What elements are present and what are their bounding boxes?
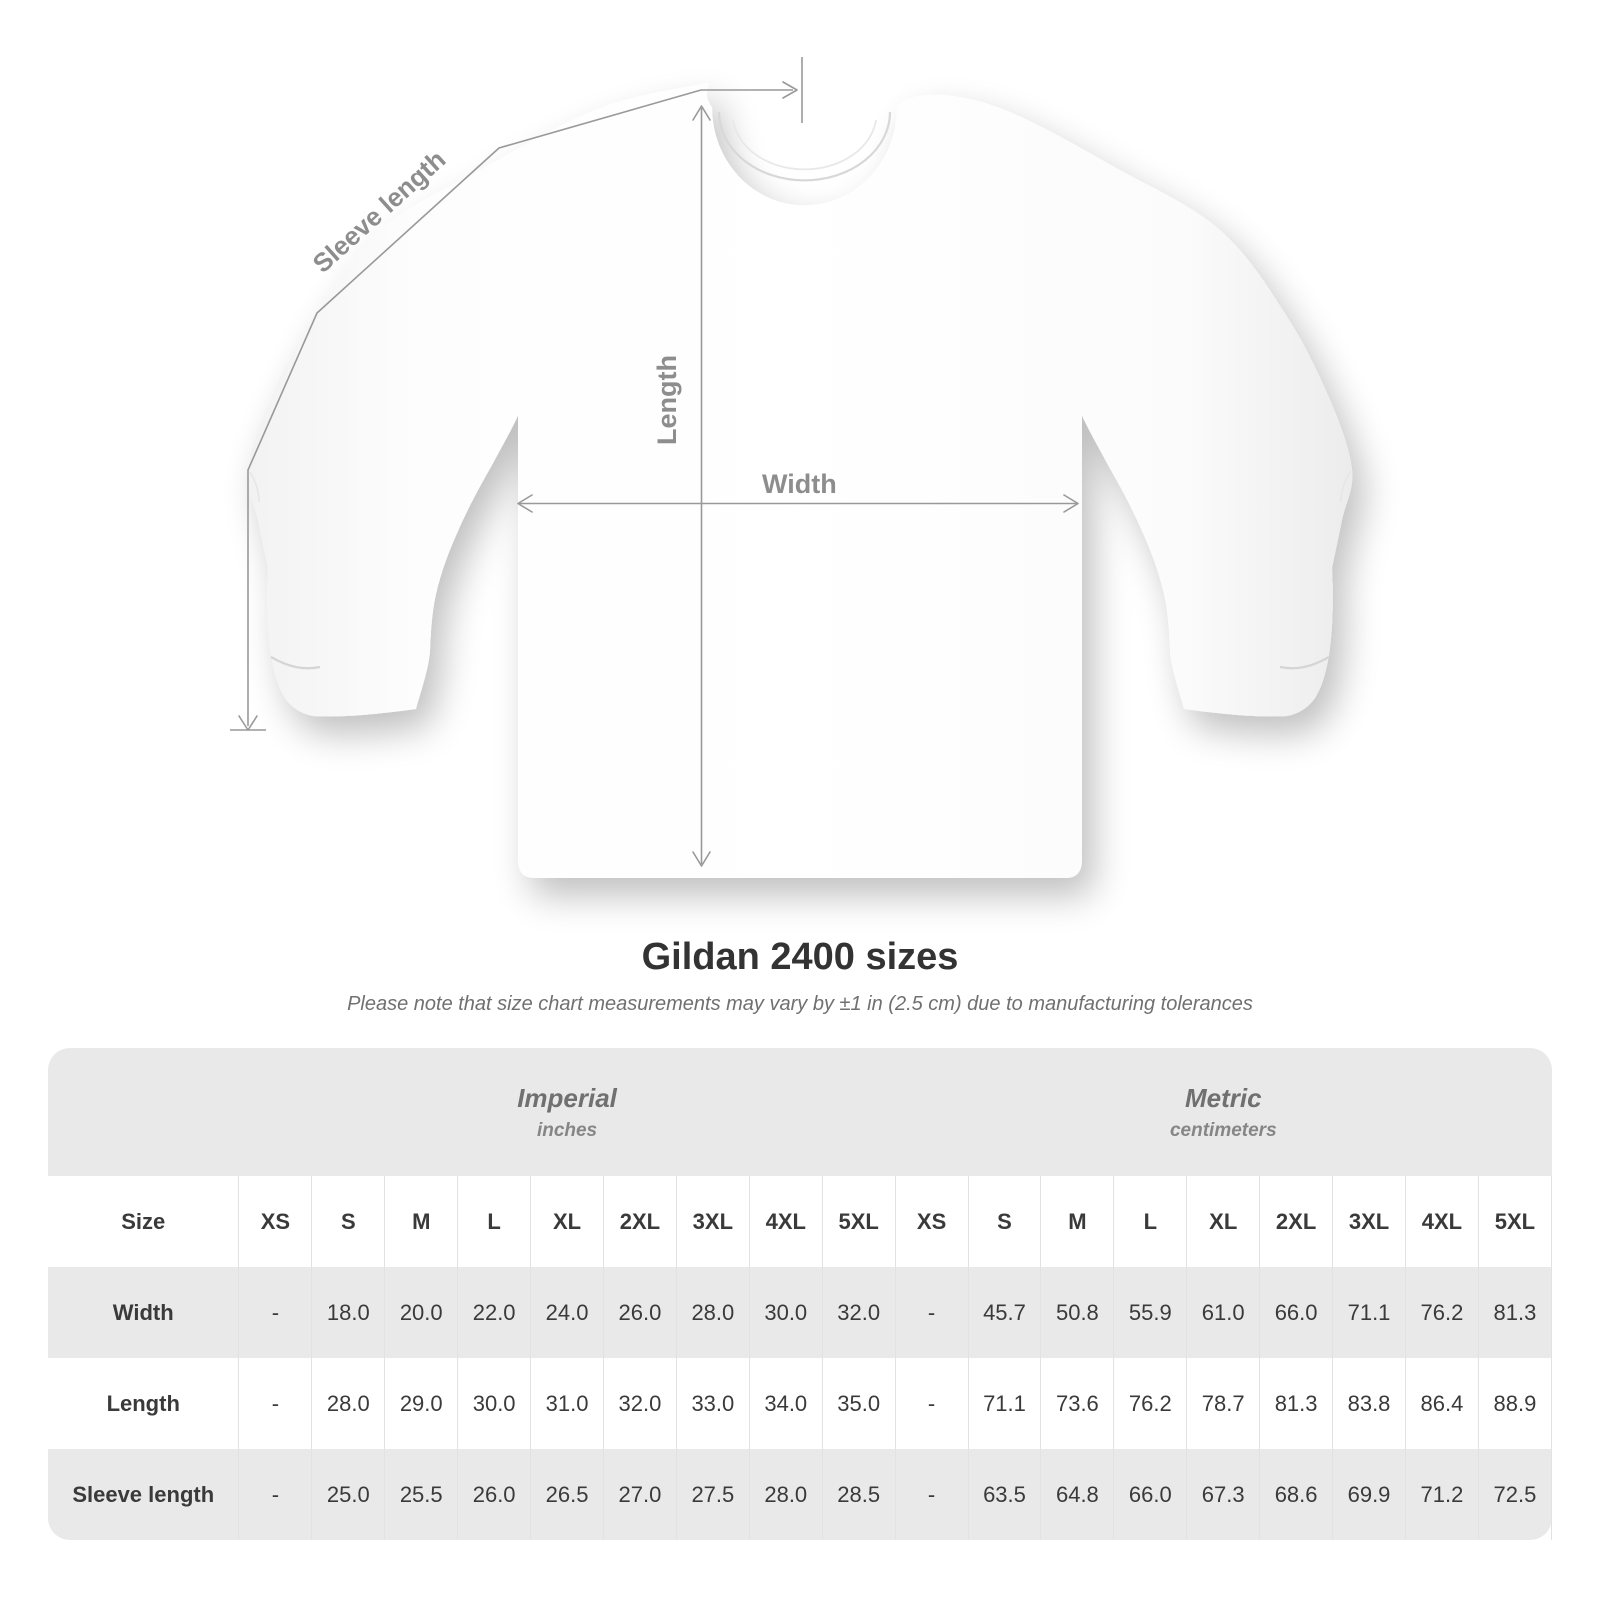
svg-text:Width: Width <box>762 469 837 499</box>
svg-text:Length: Length <box>652 355 682 445</box>
